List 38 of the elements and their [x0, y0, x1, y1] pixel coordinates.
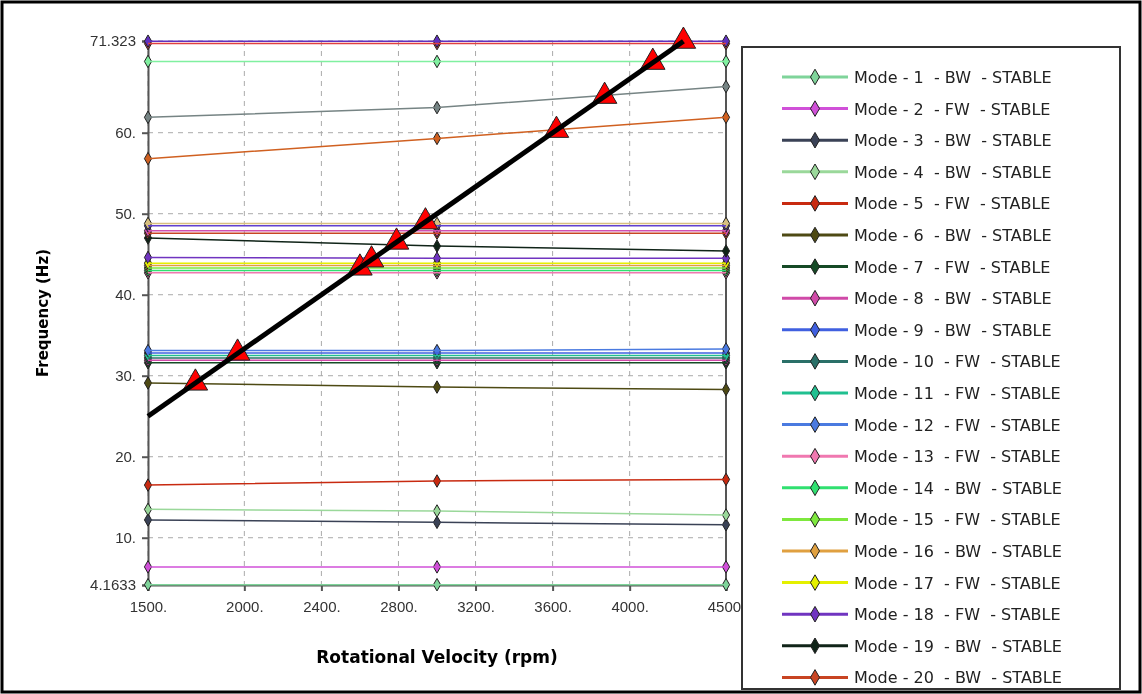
x-tick-label: 1500. — [129, 597, 168, 615]
y-tick-label: 60. — [115, 124, 136, 142]
legend-label: Mode - 11 - FW - STABLE — [854, 384, 1061, 403]
legend-label: Mode - 16 - BW - STABLE — [854, 542, 1062, 561]
x-tick-label: 3600. — [534, 597, 572, 615]
y-tick-label: 30. — [115, 367, 136, 385]
x-axis-title: Rotational Velocity (rpm) — [316, 647, 558, 667]
y-tick-label: 50. — [115, 205, 136, 223]
legend-label: Mode - 14 - BW - STABLE — [854, 478, 1062, 498]
legend-label: Mode - 7 - FW - STABLE — [854, 257, 1051, 277]
legend-label: Mode - 4 - BW - STABLE — [854, 162, 1052, 182]
y-tick-label: 20. — [115, 448, 136, 466]
legend-label: Mode - 10 - FW - STABLE — [854, 352, 1061, 372]
legend-label: Mode - 19 - BW - STABLE — [854, 636, 1062, 656]
y-axis-title: Frequency (Hz) — [34, 248, 52, 378]
legend-label: Mode - 15 - FW - STABLE — [854, 510, 1061, 530]
legend-label: Mode - 5 - FW - STABLE — [854, 194, 1051, 214]
legend-label: Mode - 3 - BW - STABLE — [854, 131, 1052, 151]
legend-label: Mode - 9 - BW - STABLE — [854, 320, 1052, 340]
legend-label: Mode - 6 - BW - STABLE — [854, 226, 1052, 245]
x-tick-label: 4000. — [611, 597, 649, 615]
legend-label: Mode - 13 - FW - STABLE — [854, 447, 1061, 467]
y-tick-label: 10. — [115, 529, 136, 547]
y-tick-label: 40. — [115, 286, 136, 304]
y-tick-label: 71.323 — [90, 32, 136, 50]
x-tick-label: 3200. — [457, 597, 495, 615]
x-tick-label: 2000. — [226, 597, 264, 615]
legend-label: Mode - 20 - BW - STABLE — [854, 668, 1062, 688]
legend-label: Mode - 18 - FW - STABLE — [854, 605, 1061, 625]
y-tick-label: 4.1633 — [90, 576, 136, 594]
legend-label: Mode - 17 - FW - STABLE — [854, 573, 1061, 593]
legend-label: Mode - 1 - BW - STABLE — [854, 68, 1052, 87]
legend-label: Mode - 2 - FW - STABLE — [854, 99, 1051, 119]
x-tick-label: 2800. — [380, 597, 418, 615]
legend-label: Mode - 8 - BW - STABLE — [854, 289, 1052, 309]
x-tick-label: 2400. — [303, 597, 341, 615]
legend-label: Mode - 12 - FW - STABLE — [854, 415, 1061, 435]
x-tick-label: 4500. — [707, 597, 746, 615]
